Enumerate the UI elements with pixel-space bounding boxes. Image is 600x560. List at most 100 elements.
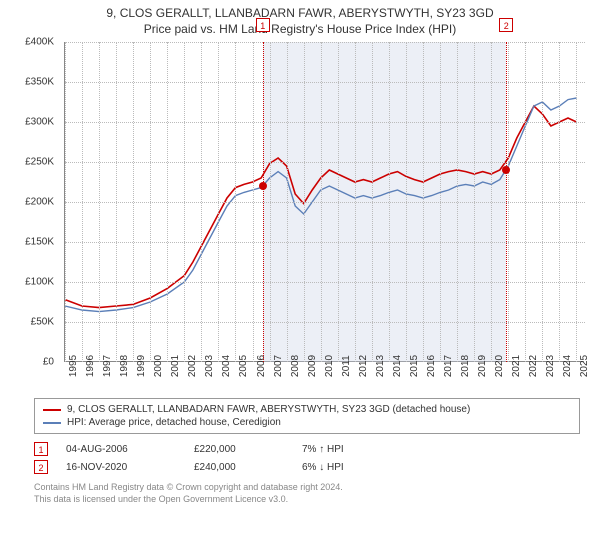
- y-tick-label: £400K: [4, 37, 54, 48]
- x-tick-label: 2002: [187, 355, 198, 377]
- gridline-v: [372, 42, 373, 362]
- gridline-v: [474, 42, 475, 362]
- x-tick-label: 2007: [273, 355, 284, 377]
- gridline-v: [116, 42, 117, 362]
- x-tick-label: 2025: [579, 355, 590, 377]
- y-tick-label: £350K: [4, 77, 54, 88]
- x-tick-label: 1999: [136, 355, 147, 377]
- gridline-v: [184, 42, 185, 362]
- x-tick-label: 1995: [68, 355, 79, 377]
- gridline-v: [525, 42, 526, 362]
- sale-marker-box: 2: [499, 18, 513, 32]
- gridline-v: [321, 42, 322, 362]
- gridline-v: [218, 42, 219, 362]
- x-tick-label: 2009: [307, 355, 318, 377]
- gridline-v: [355, 42, 356, 362]
- x-tick-label: 2005: [238, 355, 249, 377]
- x-tick-label: 2010: [324, 355, 335, 377]
- x-tick-label: 2013: [375, 355, 386, 377]
- y-tick-label: £50K: [4, 317, 54, 328]
- gridline-v: [99, 42, 100, 362]
- footer-line-1: Contains HM Land Registry data © Crown c…: [34, 482, 580, 494]
- x-tick-label: 2024: [562, 355, 573, 377]
- x-tick-label: 2008: [290, 355, 301, 377]
- x-tick-label: 2017: [443, 355, 454, 377]
- chart-container: 9, CLOS GERALLT, LLANBADARN FAWR, ABERYS…: [0, 0, 600, 560]
- legend: 9, CLOS GERALLT, LLANBADARN FAWR, ABERYS…: [34, 398, 580, 434]
- x-tick-label: 2004: [221, 355, 232, 377]
- x-tick-label: 2003: [204, 355, 215, 377]
- gridline-v: [457, 42, 458, 362]
- gridline-v: [338, 42, 339, 362]
- x-tick-label: 2016: [426, 355, 437, 377]
- legend-label-2: HPI: Average price, detached house, Cere…: [67, 417, 281, 428]
- x-tick-label: 2021: [511, 355, 522, 377]
- x-tick-label: 1998: [119, 355, 130, 377]
- y-tick-label: £150K: [4, 237, 54, 248]
- sale-date-2: 16-NOV-2020: [66, 462, 176, 473]
- y-tick-label: £200K: [4, 197, 54, 208]
- x-tick-label: 2014: [392, 355, 403, 377]
- plot-area: £0£50K£100K£150K£200K£250K£300K£350K£400…: [64, 42, 584, 362]
- legend-row-2: HPI: Average price, detached house, Cere…: [43, 416, 571, 429]
- sale-marker-box: 1: [256, 18, 270, 32]
- x-tick-label: 2020: [494, 355, 505, 377]
- sale-dot: [502, 166, 510, 174]
- gridline-v: [253, 42, 254, 362]
- gridline-v: [389, 42, 390, 362]
- sale-pct-1: 7% ↑ HPI: [302, 444, 392, 455]
- gridline-v: [304, 42, 305, 362]
- x-tick-label: 2022: [528, 355, 539, 377]
- gridline-v: [406, 42, 407, 362]
- sale-row-1: 1 04-AUG-2006 £220,000 7% ↑ HPI: [34, 440, 580, 458]
- x-tick-label: 2011: [341, 355, 352, 377]
- sale-dot: [259, 182, 267, 190]
- gridline-v: [559, 42, 560, 362]
- gridline-v: [65, 42, 66, 362]
- sale-marker-line: [263, 42, 264, 362]
- x-tick-label: 1996: [85, 355, 96, 377]
- gridline-v: [201, 42, 202, 362]
- gridline-v: [576, 42, 577, 362]
- x-tick-label: 2012: [358, 355, 369, 377]
- sale-price-1: £220,000: [194, 444, 284, 455]
- sale-row-2: 2 16-NOV-2020 £240,000 6% ↓ HPI: [34, 458, 580, 476]
- gridline-v: [235, 42, 236, 362]
- gridline-v: [287, 42, 288, 362]
- gridline-v: [82, 42, 83, 362]
- x-tick-label: 2019: [477, 355, 488, 377]
- legend-swatch-2: [43, 422, 61, 424]
- gridline-v: [491, 42, 492, 362]
- gridline-v: [133, 42, 134, 362]
- sale-date-1: 04-AUG-2006: [66, 444, 176, 455]
- x-tick-label: 2001: [170, 355, 181, 377]
- y-tick-label: £300K: [4, 117, 54, 128]
- gridline-v: [542, 42, 543, 362]
- gridline-v: [440, 42, 441, 362]
- x-tick-label: 2015: [409, 355, 420, 377]
- sale-marker-1: 1: [34, 442, 48, 456]
- gridline-v: [423, 42, 424, 362]
- x-tick-label: 2023: [545, 355, 556, 377]
- gridline-v: [270, 42, 271, 362]
- footer: Contains HM Land Registry data © Crown c…: [34, 482, 580, 505]
- y-tick-label: £0: [4, 357, 54, 368]
- legend-row-1: 9, CLOS GERALLT, LLANBADARN FAWR, ABERYS…: [43, 403, 571, 416]
- footer-line-2: This data is licensed under the Open Gov…: [34, 494, 580, 506]
- sale-price-2: £240,000: [194, 462, 284, 473]
- chart-area: £0£50K£100K£150K£200K£250K£300K£350K£400…: [30, 42, 590, 392]
- sale-marker-2: 2: [34, 460, 48, 474]
- legend-label-1: 9, CLOS GERALLT, LLANBADARN FAWR, ABERYS…: [67, 404, 470, 415]
- x-tick-label: 2018: [460, 355, 471, 377]
- y-tick-label: £100K: [4, 277, 54, 288]
- x-tick-label: 2006: [256, 355, 267, 377]
- sale-marker-line: [506, 42, 507, 362]
- legend-swatch-1: [43, 409, 61, 411]
- sale-pct-2: 6% ↓ HPI: [302, 462, 392, 473]
- x-tick-label: 1997: [102, 355, 113, 377]
- title-address: 9, CLOS GERALLT, LLANBADARN FAWR, ABERYS…: [0, 0, 600, 20]
- gridline-v: [167, 42, 168, 362]
- gridline-v: [508, 42, 509, 362]
- sales-table: 1 04-AUG-2006 £220,000 7% ↑ HPI 2 16-NOV…: [34, 440, 580, 476]
- gridline-v: [150, 42, 151, 362]
